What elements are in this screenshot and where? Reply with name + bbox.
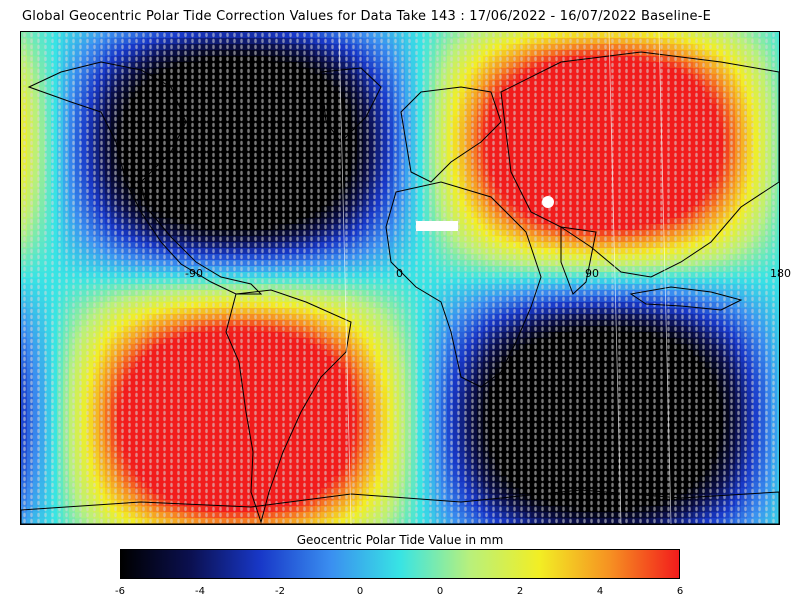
- polar-tide-map: [20, 31, 780, 525]
- map-title: Global Geocentric Polar Tide Correction …: [22, 9, 712, 24]
- heatmap-canvas: [21, 32, 779, 524]
